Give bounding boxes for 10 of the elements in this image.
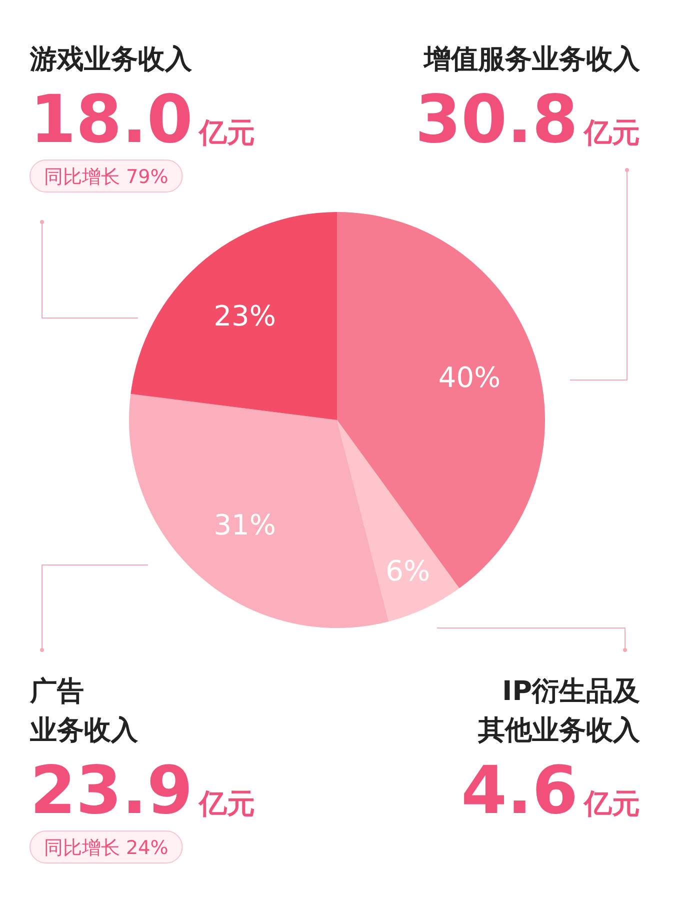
data-label: 31% (214, 508, 276, 542)
slice-label: 游戏业务收入 (29, 44, 193, 75)
legend-label: 广告业务收入 (29, 676, 139, 746)
data-label: 6% (386, 554, 430, 588)
slice-label: IP衍生品及其他业务收入 (477, 676, 641, 746)
text: 同比增长 24% (44, 837, 168, 859)
data-label: 23% (214, 299, 276, 332)
slice-label: 增值服务业务收入 (423, 44, 641, 75)
text: 同比增长 79% (44, 166, 168, 188)
data-label: 40% (438, 360, 501, 394)
